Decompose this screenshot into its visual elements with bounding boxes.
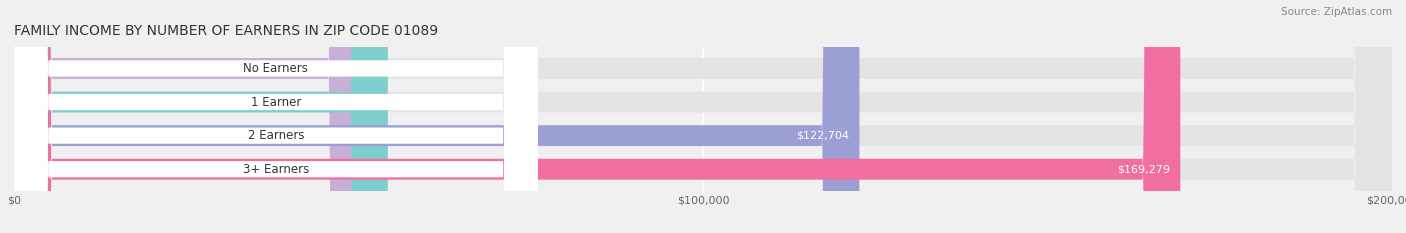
Text: $122,704: $122,704: [796, 131, 849, 141]
Text: Source: ZipAtlas.com: Source: ZipAtlas.com: [1281, 7, 1392, 17]
FancyBboxPatch shape: [14, 0, 537, 233]
FancyBboxPatch shape: [14, 0, 1180, 233]
FancyBboxPatch shape: [14, 0, 1392, 233]
Text: 2 Earners: 2 Earners: [247, 129, 304, 142]
FancyBboxPatch shape: [14, 0, 388, 233]
FancyBboxPatch shape: [14, 0, 537, 233]
Text: $54,250: $54,250: [398, 97, 444, 107]
FancyBboxPatch shape: [14, 0, 537, 233]
Text: 3+ Earners: 3+ Earners: [243, 163, 309, 176]
Text: FAMILY INCOME BY NUMBER OF EARNERS IN ZIP CODE 01089: FAMILY INCOME BY NUMBER OF EARNERS IN ZI…: [14, 24, 439, 38]
FancyBboxPatch shape: [14, 0, 366, 233]
FancyBboxPatch shape: [14, 0, 859, 233]
Text: 1 Earner: 1 Earner: [250, 96, 301, 109]
Text: $169,279: $169,279: [1116, 164, 1170, 174]
Text: No Earners: No Earners: [243, 62, 308, 75]
FancyBboxPatch shape: [14, 0, 537, 233]
FancyBboxPatch shape: [14, 0, 1392, 233]
FancyBboxPatch shape: [14, 0, 1392, 233]
Text: $51,087: $51,087: [377, 63, 422, 73]
FancyBboxPatch shape: [14, 0, 1392, 233]
